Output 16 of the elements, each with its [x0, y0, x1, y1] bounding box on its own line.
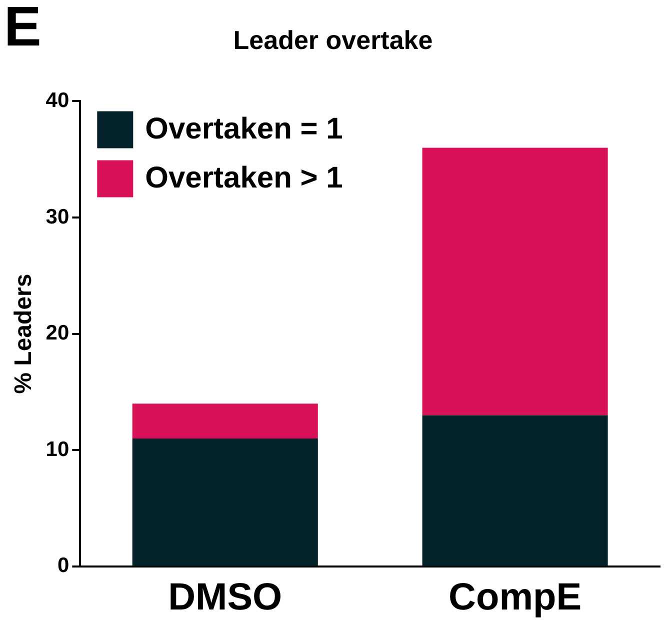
bar [422, 415, 608, 566]
legend-label: Overtaken > 1 [145, 161, 343, 194]
y-axis-title: % Leaders [10, 274, 38, 394]
y-tick-label: 0 [57, 554, 70, 578]
x-tick-label: CompE [448, 576, 582, 619]
y-tick-label: 20 [46, 322, 70, 345]
bar [132, 438, 318, 566]
x-tick-label: DMSO [168, 576, 282, 619]
y-tick-label: 40 [46, 88, 70, 112]
chart-title: Leader overtake [233, 24, 433, 55]
legend-label: Overtaken = 1 [145, 112, 343, 146]
bar [132, 404, 318, 438]
y-tick-label: 10 [46, 438, 70, 461]
bar [422, 148, 608, 416]
y-tick-label: 30 [46, 205, 70, 228]
text: E [4, 0, 42, 58]
